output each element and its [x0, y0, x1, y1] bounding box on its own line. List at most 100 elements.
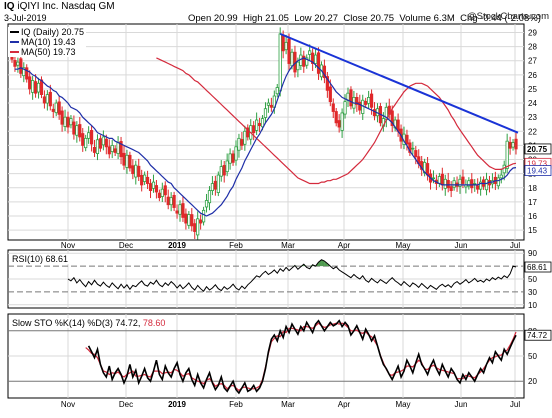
candle-body — [19, 58, 23, 74]
candle-body — [496, 177, 500, 187]
candle-body — [411, 147, 415, 150]
candle-body — [196, 218, 200, 236]
rsi-y-tick: 10 — [528, 301, 537, 310]
legend-ma10-text: MA(10) 19.43 — [21, 37, 76, 47]
candle-body — [31, 80, 35, 93]
candle-body — [175, 210, 179, 214]
candle-body — [75, 125, 79, 136]
company-name: iQIYI Inc. Nasdaq GM — [17, 1, 115, 12]
candle-body — [54, 102, 58, 114]
candle-body — [476, 185, 480, 190]
price-tag-box — [524, 143, 552, 155]
price-y-tick: 26 — [528, 71, 537, 80]
candle-body — [137, 165, 141, 177]
candle-body — [125, 154, 129, 168]
candle-body — [201, 209, 206, 223]
candle-body — [358, 101, 362, 111]
candle-body — [446, 180, 450, 189]
candle-body — [45, 94, 49, 104]
candle-body — [243, 130, 247, 145]
candle-body — [51, 108, 55, 112]
candle-body — [505, 140, 509, 169]
close-label: Close — [343, 13, 368, 24]
legend-price: IQ (Daily) 20.75 MA(10) 19.43 MA(50) 19.… — [8, 27, 87, 57]
candle-body — [260, 118, 265, 128]
open-value: 20.99 — [213, 13, 238, 24]
candle-body — [81, 133, 85, 146]
candle-body — [210, 183, 215, 191]
rsi-tag: 68.61 — [527, 263, 548, 272]
candle-body — [154, 185, 159, 193]
candle-body — [157, 192, 161, 199]
candle-body — [187, 214, 191, 226]
price-y-tick: 18 — [528, 184, 537, 193]
price-panel — [7, 23, 525, 241]
candle-body — [48, 91, 52, 107]
quote-strip: Open 20.99 High 21.05 Low 20.27 Close 20… — [188, 13, 541, 24]
price-tag: 19.43 — [527, 167, 548, 176]
candle-body — [110, 145, 114, 153]
rsi-overbought-fill — [321, 259, 325, 267]
candle-body — [461, 176, 465, 184]
candle-body — [57, 101, 61, 115]
candle-body — [33, 81, 38, 94]
candle-body — [508, 141, 512, 149]
price-y-tick: 28 — [528, 43, 537, 52]
candle-body — [234, 146, 238, 161]
sto-x-label: Jul — [510, 400, 520, 409]
candle-body — [148, 183, 153, 191]
high-value: 21.05 — [265, 13, 289, 24]
candle-body — [449, 186, 453, 191]
candle-body — [213, 180, 217, 190]
price-tag-box — [524, 165, 552, 176]
candle-body — [222, 165, 226, 176]
price-y-tick: 24 — [528, 99, 537, 108]
sto-k-line — [87, 319, 517, 395]
open-label: Open — [188, 13, 212, 24]
candle-body — [431, 177, 436, 180]
price-y-tick: 29 — [528, 28, 537, 37]
rsi-tag-box — [524, 261, 552, 273]
candle-body — [92, 146, 97, 153]
candle-body — [308, 50, 312, 55]
price-y-tick: 22 — [528, 127, 537, 136]
chart-date: 3-Jul-2019 — [4, 13, 47, 23]
legend-rsi: RSI(10) 68.61 — [10, 254, 71, 264]
sto-x-label: May — [395, 400, 410, 409]
price-x-label: Dec — [119, 241, 133, 250]
candle-body — [328, 86, 332, 103]
candle-body — [107, 146, 111, 155]
price-x-label: Jun — [455, 241, 468, 250]
candle-body — [84, 137, 88, 149]
close-value: 20.75 — [370, 13, 395, 24]
candle-body — [181, 203, 185, 218]
volume-value: 6.3M — [433, 13, 455, 24]
candle-body — [514, 138, 518, 150]
candle-body — [281, 34, 285, 52]
candle-body — [349, 89, 353, 107]
candle-body — [87, 132, 91, 139]
candle-body — [122, 152, 126, 166]
sto-y-tick: 20 — [528, 377, 537, 386]
candle-body — [275, 87, 279, 95]
candle-body — [443, 178, 447, 189]
candle-body — [184, 213, 188, 224]
candle-body — [113, 148, 117, 153]
candle-body — [367, 97, 371, 104]
price-y-tick: 15 — [528, 226, 537, 235]
candle-body — [231, 153, 235, 163]
price-y-tick: 23 — [528, 113, 537, 122]
candle-body — [160, 188, 164, 197]
candle-body — [104, 138, 108, 148]
candle-body — [199, 219, 203, 224]
candle-body — [78, 124, 82, 138]
candle-body — [364, 100, 368, 105]
candle-body — [452, 180, 456, 188]
candle-body — [25, 67, 29, 80]
candle-body — [128, 154, 132, 169]
candle-body — [255, 119, 259, 131]
candle-body — [178, 204, 182, 215]
candle-body — [169, 197, 173, 206]
rsi-y-tick: 30 — [528, 288, 537, 297]
